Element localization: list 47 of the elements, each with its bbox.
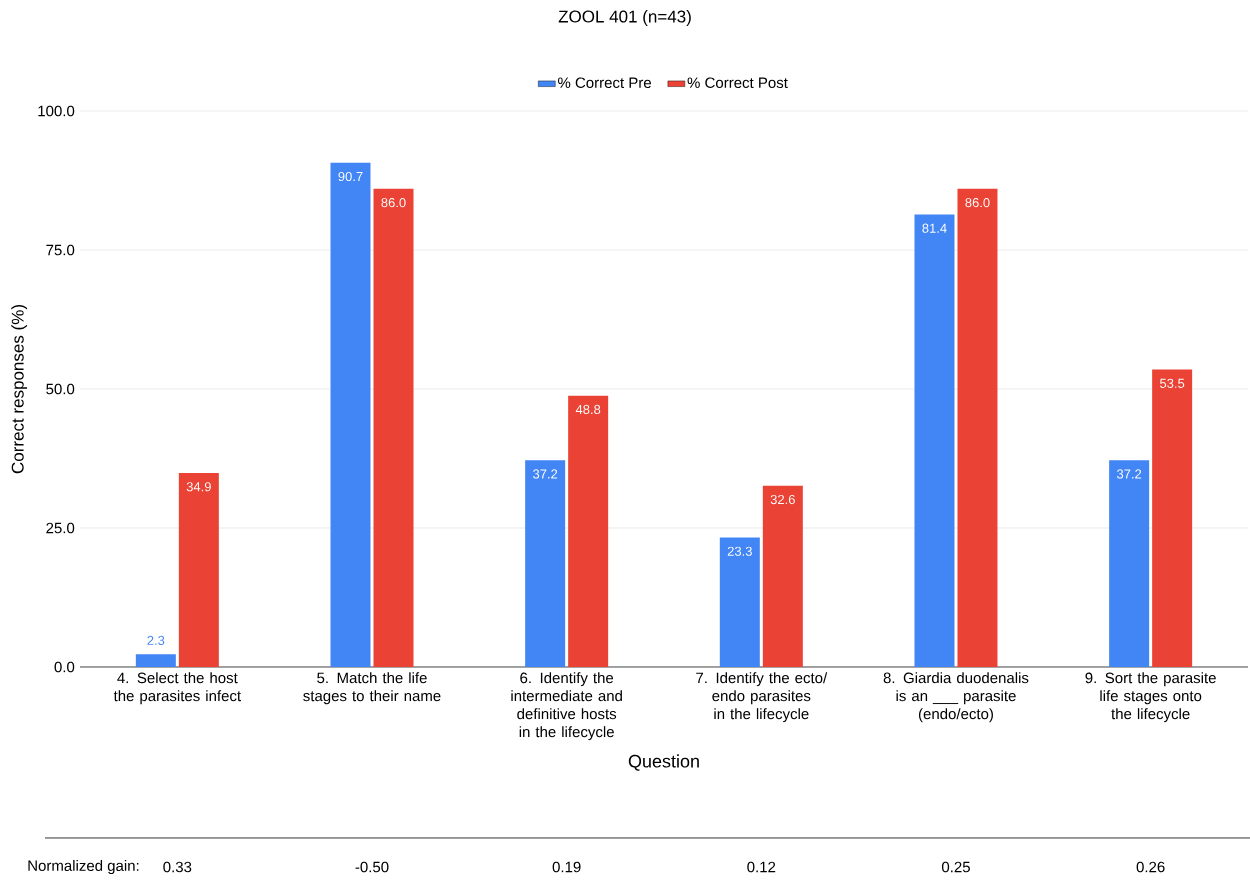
data-label: 2.3 — [147, 635, 165, 645]
x-tick-label: 9. Sort the parasite life stages onto the lifecycle — [1085, 672, 1216, 723]
x-tick-label: 7. Identify the ecto/ endo parasites in the lifecycle — [696, 672, 828, 723]
y-tick-label: 25.0 — [46, 522, 75, 534]
data-label: 32.6 — [770, 494, 795, 505]
x-axis-title: Question — [628, 754, 699, 771]
text: 0.12 — [747, 861, 776, 873]
legend-label: % Correct Pre — [558, 77, 651, 89]
text: Normalized gain: — [28, 859, 139, 874]
legend-label: % Correct Post — [687, 77, 788, 89]
bar — [1152, 369, 1193, 667]
bar — [1109, 460, 1150, 667]
y-tick-label: 50.0 — [46, 383, 75, 395]
y-axis-title: Correct responses (%) — [11, 305, 28, 474]
y-tick-label: 100.0 — [38, 105, 75, 117]
chart-title: ZOOL 401 (n=43) — [558, 10, 691, 26]
x-tick-label: 4. Select the host the parasites infect — [113, 672, 241, 705]
data-label: 23.3 — [727, 546, 752, 556]
data-label: 86.0 — [965, 198, 990, 208]
data-label: 53.5 — [1160, 378, 1185, 388]
data-label: 34.9 — [186, 482, 211, 492]
bar — [178, 472, 219, 667]
bar — [914, 214, 955, 667]
data-label: 37.2 — [1116, 469, 1142, 479]
x-tick-label: 8. Giardia duodenalis is an ___ parasite (endo/ecto) — [883, 672, 1029, 723]
bar — [957, 188, 998, 667]
y-tick-label: 75.0 — [46, 244, 75, 256]
text: 0.33 — [163, 861, 192, 873]
bar — [762, 485, 803, 667]
y-tick-label: 0.0 — [54, 661, 75, 673]
bar — [568, 395, 609, 667]
data-label: 86.0 — [381, 198, 406, 208]
text: 0.19 — [552, 861, 581, 873]
bar — [373, 188, 414, 667]
bar — [135, 654, 176, 667]
text: 0.25 — [941, 861, 970, 873]
data-label: 90.7 — [338, 171, 363, 182]
data-label: 37.2 — [533, 469, 558, 479]
data-label: 81.4 — [922, 223, 947, 233]
x-tick-label: 5. Match the life stages to their name — [303, 672, 441, 705]
bar — [525, 460, 566, 667]
x-tick-label: 6. Identify the intermediate and definitive hosts in the lifecycle — [511, 672, 622, 741]
bar — [719, 537, 760, 667]
bar — [330, 162, 371, 667]
text: -0.50 — [355, 861, 389, 873]
text: 0.26 — [1136, 861, 1165, 873]
data-label: 48.8 — [575, 404, 601, 415]
